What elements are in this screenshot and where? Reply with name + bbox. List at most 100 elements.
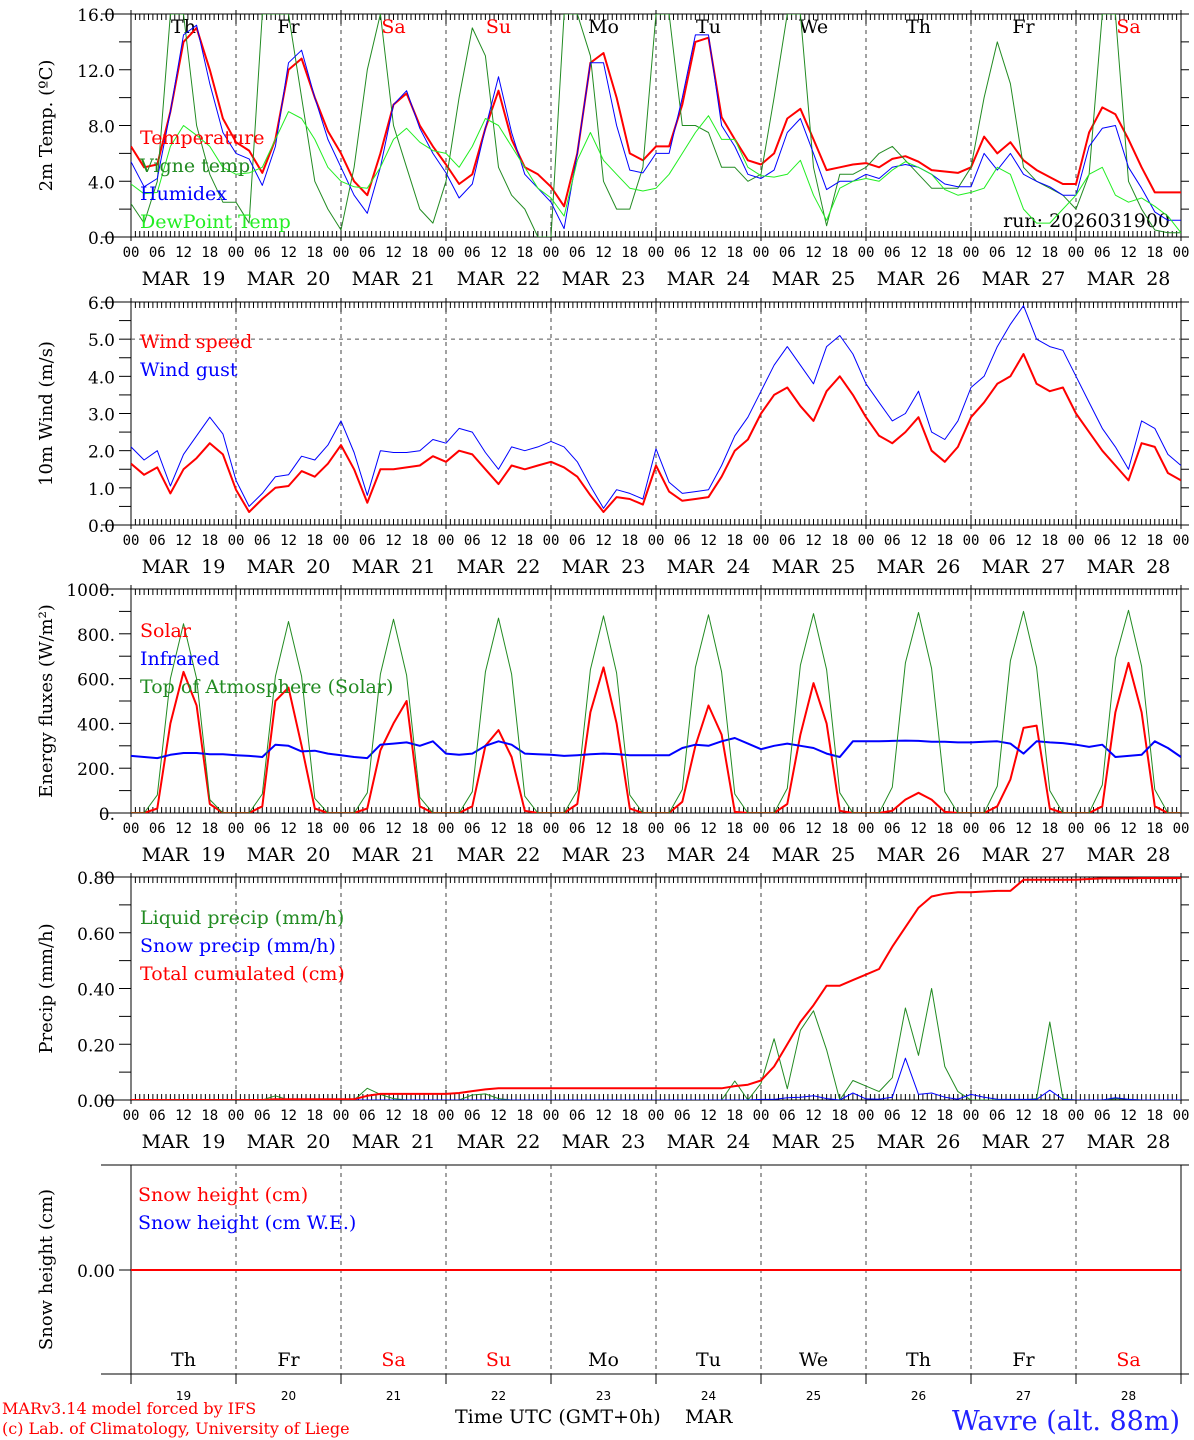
y-tick-label: 3.0: [88, 406, 115, 426]
hour-tick-label: 00: [543, 533, 560, 549]
hour-tick-label: 12: [280, 1108, 297, 1124]
date-label: MAR 21: [352, 1131, 436, 1153]
hour-tick-label: 00: [648, 1108, 665, 1124]
date-day: 25: [831, 268, 855, 290]
date-day: 24: [726, 268, 750, 290]
hour-tick-label: 00: [123, 1108, 140, 1124]
date-label: MAR 21: [352, 844, 436, 866]
day-of-week-label: Th: [906, 1349, 931, 1371]
legend-entry: Infrared: [140, 648, 220, 670]
hour-tick-label: 12: [910, 821, 927, 837]
date-day: 20: [306, 556, 330, 578]
day-number: 28: [1121, 1389, 1136, 1403]
date-label: MAR 25: [772, 844, 856, 866]
hour-tick-label: 06: [1094, 533, 1111, 549]
hour-tick-label: 06: [884, 245, 901, 261]
hour-tick-label: 00: [333, 533, 350, 549]
date-day: 24: [726, 556, 750, 578]
hour-tick-label: 18: [936, 245, 953, 261]
hour-tick-label: 12: [490, 821, 507, 837]
y-tick-label: 0.80: [77, 869, 115, 889]
date-label: MAR 23: [562, 1131, 646, 1153]
date-label: MAR 20: [247, 844, 331, 866]
date-month: MAR: [247, 1131, 295, 1153]
date-day: 26: [936, 268, 960, 290]
date-label: MAR 21: [352, 268, 436, 290]
hour-tick-label: 12: [280, 533, 297, 549]
day-of-week-label: Tu: [696, 16, 721, 38]
hour-tick-label: 00: [333, 821, 350, 837]
hour-tick-label: 12: [280, 245, 297, 261]
hour-tick-label: 06: [884, 1108, 901, 1124]
hour-tick-label: 18: [201, 821, 218, 837]
date-month: MAR: [352, 556, 400, 578]
date-day: 20: [306, 844, 330, 866]
date-month: MAR: [667, 844, 715, 866]
y-tick-label: 2.0: [88, 443, 115, 463]
y-axis-label: Energy fluxes (W/m²): [36, 604, 57, 798]
hour-tick-label: 18: [936, 821, 953, 837]
date-label: MAR 23: [562, 844, 646, 866]
day-of-week-label: Mo: [588, 16, 619, 38]
date-day: 20: [306, 1131, 330, 1153]
day-number: 23: [596, 1389, 611, 1403]
hour-tick-label: 06: [359, 245, 376, 261]
hour-tick-label: 06: [989, 533, 1006, 549]
date-label: MAR 28: [1087, 268, 1171, 290]
hour-tick-label: 18: [621, 533, 638, 549]
hour-tick-label: 18: [831, 821, 848, 837]
hour-tick-label: 12: [700, 821, 717, 837]
hour-tick-label: 18: [1041, 1108, 1058, 1124]
hour-tick-label: 12: [1120, 245, 1137, 261]
date-month: MAR: [562, 1131, 610, 1153]
hour-tick-label: 00: [228, 533, 245, 549]
y-axis-label: 10m Wind (m/s): [36, 341, 57, 486]
y-tick-label: 600.: [77, 671, 115, 691]
date-month: MAR: [247, 844, 295, 866]
hour-tick-label: 18: [516, 1108, 533, 1124]
day-of-week-label: We: [799, 16, 828, 38]
date-day: 21: [411, 1131, 435, 1153]
y-tick-label: 1.0: [88, 480, 115, 500]
date-day: 26: [936, 1131, 960, 1153]
day-number: 20: [281, 1389, 296, 1403]
hour-tick-label: 18: [831, 1108, 848, 1124]
date-month: MAR: [562, 268, 610, 290]
y-tick-label: 0.0: [88, 517, 115, 537]
date-day: 27: [1041, 556, 1065, 578]
hour-tick-label: 00: [1068, 821, 1085, 837]
hour-tick-label: 12: [1015, 245, 1032, 261]
date-month: MAR: [1087, 268, 1135, 290]
hour-tick-label: 06: [464, 533, 481, 549]
date-month: MAR: [142, 556, 190, 578]
date-day: 22: [516, 844, 540, 866]
date-label: MAR 23: [562, 556, 646, 578]
hour-tick-label: 12: [805, 245, 822, 261]
hour-tick-label: 18: [306, 821, 323, 837]
day-of-week-label: Th: [171, 1349, 196, 1371]
hour-tick-label: 12: [385, 1108, 402, 1124]
date-label: MAR 24: [667, 556, 751, 578]
hour-tick-label: 00: [228, 245, 245, 261]
date-day: 19: [201, 556, 225, 578]
date-month: MAR: [247, 268, 295, 290]
date-month: MAR: [457, 268, 505, 290]
series-group: [131, 609, 1181, 813]
hour-tick-label: 00: [963, 1108, 980, 1124]
hour-tick-label: 12: [175, 245, 192, 261]
date-day: 27: [1041, 1131, 1065, 1153]
date-month: MAR: [562, 556, 610, 578]
date-label: MAR 27: [982, 1131, 1066, 1153]
hour-tick-label: 00: [438, 533, 455, 549]
y-tick-label: 0.00: [77, 1262, 115, 1282]
hour-tick-label: 12: [1015, 821, 1032, 837]
hour-tick-label: 00: [1173, 533, 1190, 549]
hour-tick-label: 00: [1068, 533, 1085, 549]
date-month: MAR: [142, 844, 190, 866]
date-day: 26: [936, 556, 960, 578]
day-of-week-label: Th: [906, 16, 931, 38]
hour-tick-label: 00: [753, 245, 770, 261]
date-label: MAR 20: [247, 556, 331, 578]
